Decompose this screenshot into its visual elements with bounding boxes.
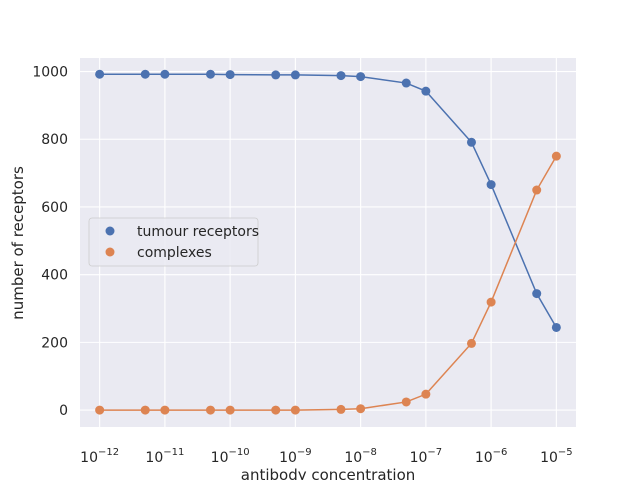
x-tick-base: 10 [279,450,297,466]
data-point [532,185,542,195]
y-tick-label: 0 [59,403,68,419]
legend-marker [105,247,115,257]
data-point [225,405,235,415]
data-point [271,405,281,415]
data-point [140,69,150,79]
x-tick-label: 10−10 [211,447,250,466]
x-tick-exponent: −9 [297,447,312,458]
y-tick-label: 800 [41,132,68,148]
y-tick-label: 400 [41,268,68,284]
data-point [466,137,476,147]
x-tick-base: 10 [80,450,98,466]
x-tick-exponent: −12 [98,447,119,458]
data-point [336,404,346,414]
x-tick-base: 10 [211,450,229,466]
x-tick-label: 10−11 [145,447,184,466]
data-point [551,151,561,161]
x-tick-exponent: −5 [558,447,573,458]
x-tick-label: 10−5 [540,447,573,466]
series-1 [95,151,561,415]
data-point [95,405,105,415]
x-tick-label: 10−7 [410,447,443,466]
x-axis-ticks: 10−12 10−11 10−10 10−9 10−8 10−7 10−6 10−5 [80,447,572,466]
x-tick-label: 10−6 [475,447,508,466]
x-tick-exponent: −6 [493,447,508,458]
data-point [290,405,300,415]
data-point [356,72,366,82]
x-tick-label: 10−8 [344,447,377,466]
x-tick-label: 10−9 [279,447,312,466]
data-point [401,397,411,407]
data-point [532,289,542,299]
data-point [140,405,150,415]
x-tick-exponent: −8 [362,447,377,458]
series-0 [95,69,561,332]
data-point [225,70,235,80]
data-point [205,405,215,415]
x-tick-base: 10 [410,450,428,466]
legend-label: complexes [137,245,212,261]
x-tick-base: 10 [344,450,362,466]
data-point [466,338,476,348]
y-tick-label: 1000 [32,65,68,81]
data-point [421,389,431,399]
legend-label: tumour receptors [137,224,259,240]
data-point [160,405,170,415]
y-axis-ticks: 0 200 400 600 800 1000 [32,65,68,420]
data-point [486,180,496,190]
x-tick-exponent: −7 [427,447,442,458]
series-layer [95,69,561,415]
legend-box [88,217,259,267]
x-tick-base: 10 [540,450,558,466]
data-point [160,69,170,79]
x-axis-label: antibody concentration [241,466,416,480]
x-tick-exponent: −10 [228,447,249,458]
data-point [205,69,215,79]
data-point [290,70,300,80]
data-point [95,69,105,79]
data-point [486,297,496,307]
y-tick-label: 600 [41,200,68,216]
data-point [356,404,366,414]
y-tick-label: 200 [41,335,68,351]
x-tick-base: 10 [145,450,163,466]
data-point [551,322,561,332]
legend-marker [105,226,115,236]
data-point [271,70,281,80]
x-tick-base: 10 [475,450,493,466]
data-point [401,78,411,88]
data-point [336,71,346,81]
legend: tumour receptors complexes [88,217,259,267]
data-point [421,86,431,96]
x-tick-label: 10−12 [80,447,119,466]
x-tick-exponent: −11 [163,447,184,458]
y-axis-label: number of receptors [9,166,27,320]
